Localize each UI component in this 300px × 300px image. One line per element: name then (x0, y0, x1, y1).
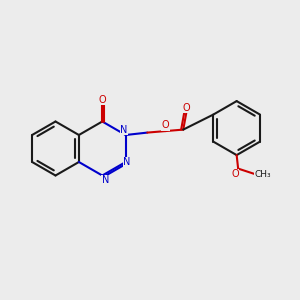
Text: O: O (182, 103, 190, 113)
Text: O: O (98, 94, 106, 105)
Text: CH₃: CH₃ (254, 169, 271, 178)
Text: N: N (124, 157, 131, 167)
Text: N: N (121, 124, 128, 135)
Text: O: O (231, 169, 239, 179)
Text: O: O (161, 120, 169, 130)
Text: N: N (102, 175, 109, 185)
